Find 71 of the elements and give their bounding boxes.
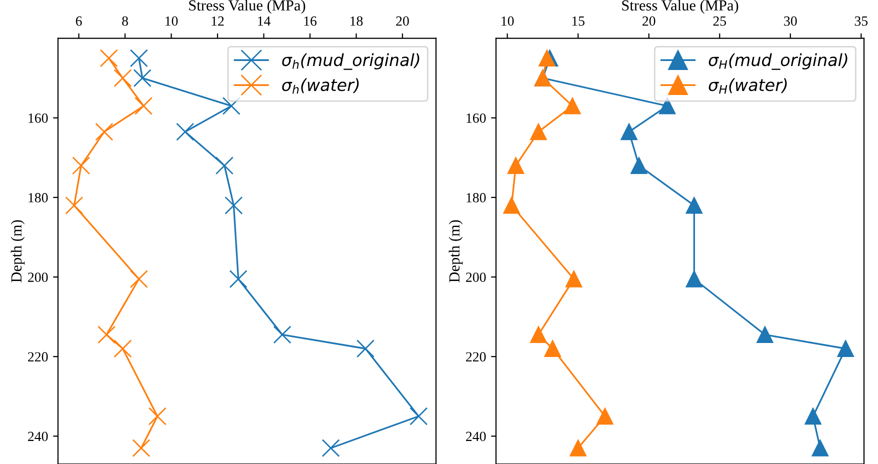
y-tick-label: 180 [466,193,486,202]
point [564,98,581,114]
x-tick-label: 10 [502,16,514,26]
point [132,439,150,458]
y-tick-label: 160 [28,113,48,123]
point [148,407,166,426]
point [273,326,292,344]
point [229,270,248,288]
x-tick-label: 20 [642,16,656,26]
point [130,49,148,68]
legend-label: σ$_{h}$(mud_original) [282,53,420,70]
point [686,197,702,214]
x-axis-title: Stress Value (MPa) [189,0,306,14]
point [114,340,132,358]
point [804,408,822,425]
point [630,157,648,174]
point [72,156,90,175]
point [215,156,234,175]
point [134,96,153,115]
point [133,69,152,88]
point [530,123,547,140]
x-tick-label: 30 [784,16,797,26]
point [538,50,556,67]
point [686,270,702,288]
y-tick-label: 240 [466,432,486,442]
point [596,408,614,425]
x-tick-label: 8 [122,16,128,26]
y-tick-label: 160 [466,113,486,123]
legend-label: σ$_{h}$(water) [282,78,359,94]
x-tick-label: 16 [304,16,317,26]
x-tick-label: 35 [854,16,868,26]
point [620,123,638,140]
point [570,440,586,456]
x-tick-label: 15 [572,16,584,26]
y-axis-title: Depth (m) [448,220,463,282]
point [224,196,243,214]
x-axis-title: Stress Value (MPa) [622,0,738,14]
point [566,270,582,288]
legend-label: σ$_{H}$(mud_original) [708,53,848,70]
point [176,122,194,141]
legend-label: σ$_{H}$(water) [708,78,787,94]
point [95,122,114,141]
point [65,196,84,214]
point [98,326,116,344]
x-tick-label: 20 [396,16,409,26]
x-tick-label: 6 [76,16,82,26]
point [837,340,854,357]
y-tick-label: 200 [466,272,486,282]
point [114,69,132,88]
point [130,270,148,288]
y-tick-label: 180 [28,193,48,202]
x-tick-label: 12 [212,16,224,26]
point [812,440,828,456]
y-tick-label: 200 [28,272,48,282]
y-tick-label: 220 [28,352,48,362]
x-tick-label: 25 [713,16,726,26]
y-tick-label: 240 [28,432,48,442]
point [756,326,774,344]
point [356,340,375,358]
point [322,439,340,458]
x-tick-label: 14 [258,16,270,26]
point [410,407,428,426]
point [530,326,547,344]
x-tick-label: 18 [350,16,363,26]
x-tick-label: 10 [166,16,178,26]
point [100,49,118,68]
point [544,340,561,357]
y-tick-label: 220 [466,352,486,362]
point [503,197,520,214]
point [507,157,524,174]
y-axis-title: Depth (m) [10,220,25,282]
